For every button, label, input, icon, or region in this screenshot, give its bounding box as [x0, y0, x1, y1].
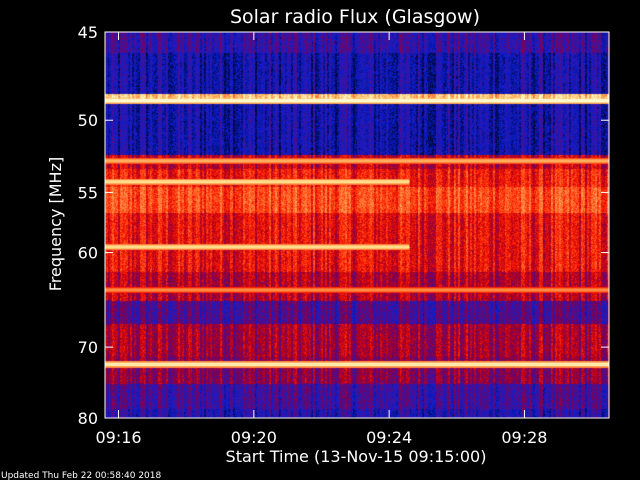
plot-frame — [104, 31, 610, 419]
x-axis-label: Start Time (13-Nov-15 09:15:00) — [226, 447, 487, 466]
y-axis-label: Frequency [MHz] — [46, 157, 65, 291]
emission-line-5 — [105, 288, 609, 292]
emission-line-3 — [105, 180, 410, 184]
y-axis-ticks: 45 50 55 60 70 80 — [78, 23, 609, 428]
x-tick-label-0928: 09:28 — [501, 428, 547, 447]
emission-line-2 — [105, 159, 609, 163]
spectrogram-image — [105, 32, 609, 418]
y-tick-label-50: 50 — [78, 111, 98, 130]
y-tick-label-55: 55 — [78, 183, 98, 202]
spectrogram-plot-area — [104, 31, 610, 419]
y-tick-label-80: 80 — [78, 409, 98, 428]
y-tick-label-45: 45 — [78, 23, 98, 42]
x-tick-label-0924: 09:24 — [366, 428, 412, 447]
emission-line-6 — [105, 362, 609, 366]
x-tick-label-0920: 09:20 — [231, 428, 277, 447]
x-tick-label-0916: 09:16 — [95, 428, 141, 447]
emission-line-1 — [105, 99, 609, 103]
y-tick-label-70: 70 — [78, 338, 98, 357]
update-timestamp: Updated Thu Feb 22 00:58:40 2018 — [1, 471, 162, 480]
y-tick-label-60: 60 — [78, 244, 98, 263]
emission-line-4 — [105, 245, 410, 249]
x-axis-ticks: 09:16 09:20 09:24 09:28 — [95, 32, 547, 447]
chart-title: Solar radio Flux (Glasgow) — [230, 6, 480, 28]
